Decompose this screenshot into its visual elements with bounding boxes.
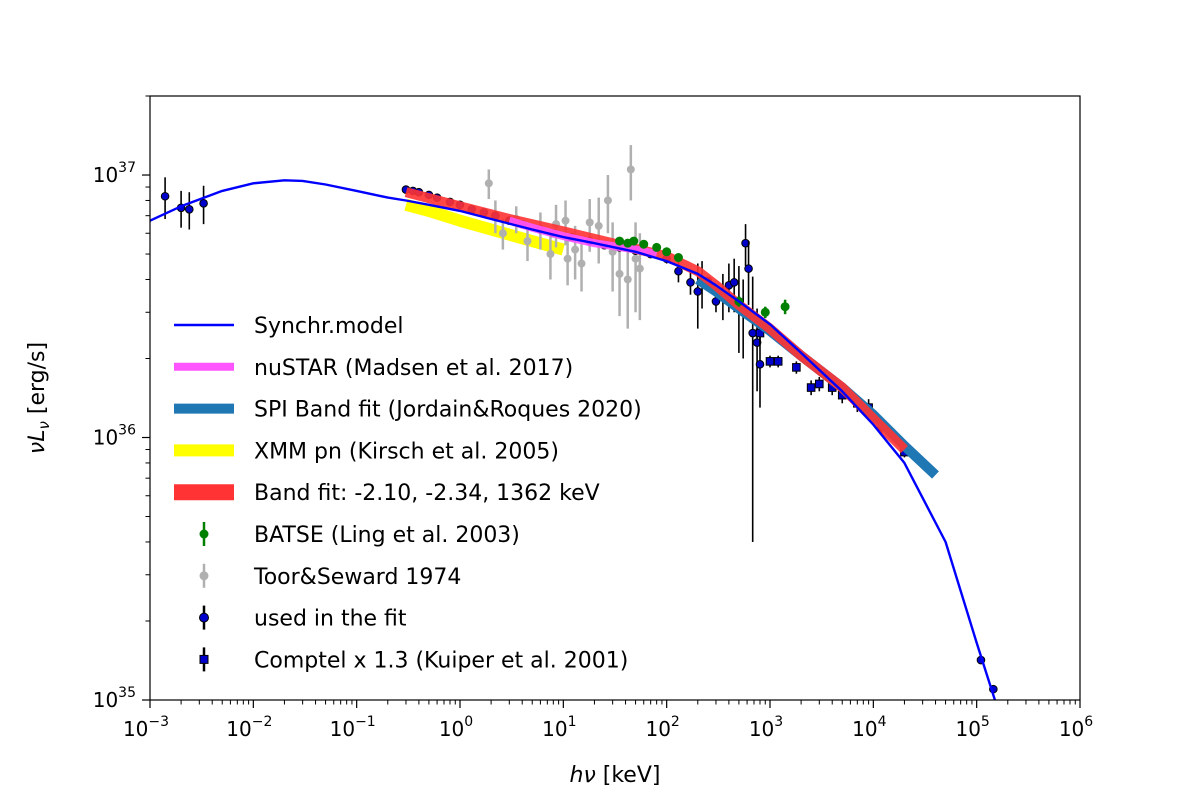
legend-swatch-marker <box>199 654 209 664</box>
fit-data-marker <box>199 199 208 208</box>
legend-swatch-marker <box>199 571 209 581</box>
legend-label: Comptel x 1.3 (Kuiper et al. 2001) <box>254 648 628 673</box>
comptel-marker <box>773 357 783 366</box>
legend-label: BATSE (Ling et al. 2003) <box>254 523 520 548</box>
batse-marker <box>615 236 625 246</box>
legend-swatch-marker <box>199 612 209 623</box>
legend-item: BATSE (Ling et al. 2003) <box>199 522 520 548</box>
y-tick-label: 1037 <box>93 160 136 187</box>
toor-seward-marker <box>484 179 493 188</box>
x-tick-label: 106 <box>1059 714 1093 741</box>
fit-data-marker <box>184 205 194 214</box>
fit-data-marker <box>755 360 765 369</box>
fit-data-marker <box>741 238 750 248</box>
toor-seward-marker <box>615 269 624 278</box>
comptel-marker <box>806 383 816 392</box>
toor-seward-marker <box>585 218 594 227</box>
legend-item: SPI Band fit (Jordain&Roques 2020) <box>174 398 642 423</box>
comptel-marker <box>815 379 824 389</box>
legend-label: Toor&Seward 1974 <box>253 565 461 590</box>
fit-data-marker <box>693 287 703 296</box>
legend-label: XMM pn (Kirsch et al. 2005) <box>254 439 559 464</box>
toor-seward-marker <box>561 216 570 225</box>
axis-layer: 10−3 10−2 10−1 100 101 102 103 104 105 106 1035 103… <box>93 95 1093 741</box>
fit-data-marker <box>744 264 753 273</box>
legend-item: Synchr.model <box>174 314 404 339</box>
x-tick-label: 10−1 <box>330 714 376 741</box>
batse-marker <box>662 247 672 257</box>
legend: Synchr.model nuSTAR (Madsen et al. 2017) S… <box>174 314 642 673</box>
fit-data-marker <box>752 338 762 347</box>
toor-seward-marker <box>594 221 603 230</box>
toor-seward-marker <box>626 165 635 174</box>
x-tick-label: 10−3 <box>123 714 169 741</box>
y-tick-label: 1035 <box>93 685 136 712</box>
legend-item: used in the fit <box>199 605 407 632</box>
batse-marker <box>760 307 770 317</box>
legend-swatch-marker <box>199 529 209 539</box>
toor-seward-marker <box>577 259 586 268</box>
x-tick-label: 104 <box>852 714 886 741</box>
x-tick-label: 105 <box>955 714 989 741</box>
x-axis-label: hν [keV] <box>570 763 661 788</box>
toor-seward-marker <box>546 250 555 259</box>
toor-seward-marker <box>631 254 640 263</box>
toor-seward-marker <box>563 254 572 263</box>
batse-marker <box>629 236 639 246</box>
batse-marker <box>673 253 683 263</box>
y-tick-label: 1036 <box>93 423 136 450</box>
toor-seward-marker <box>635 264 644 273</box>
plot-area <box>150 96 1080 700</box>
legend-item: Toor&Seward 1974 <box>199 563 461 590</box>
fit-data-marker <box>160 191 170 201</box>
batse-marker <box>639 239 649 249</box>
legend-label: Synchr.model <box>254 314 404 339</box>
legend-label: nuSTAR (Madsen et al. 2017) <box>254 356 573 381</box>
comptel-marker <box>792 363 801 372</box>
comptel-marker <box>765 357 775 366</box>
plot-frame <box>149 95 1081 701</box>
xmm-band <box>404 199 565 256</box>
legend-item: nuSTAR (Madsen et al. 2017) <box>174 356 573 381</box>
toor-seward-marker <box>623 275 632 284</box>
x-tick-label: 100 <box>439 714 473 741</box>
legend-label: SPI Band fit (Jordain&Roques 2020) <box>254 398 642 423</box>
fit-data-marker <box>748 328 757 338</box>
toor-seward-marker <box>523 237 532 246</box>
legend-item: Band fit: -2.10, -2.34, 1362 keV <box>174 481 600 506</box>
toor-seward-marker <box>498 229 507 238</box>
legend-item: Comptel x 1.3 (Kuiper et al. 2001) <box>199 647 628 673</box>
x-tick-label: 103 <box>749 714 783 741</box>
x-tick-label: 10−2 <box>226 714 272 741</box>
batse-marker <box>652 242 662 252</box>
fit-data-marker <box>729 278 739 287</box>
legend-item: XMM pn (Kirsch et al. 2005) <box>174 439 559 464</box>
legend-label: Band fit: -2.10, -2.34, 1362 keV <box>254 481 600 506</box>
x-tick-label: 101 <box>542 714 576 741</box>
toor-seward-marker <box>603 196 612 205</box>
y-axis-label: νLν [erg/s] <box>25 342 53 454</box>
toor-seward-marker <box>571 245 580 254</box>
fit-data-marker <box>686 278 695 287</box>
x-tick-label: 102 <box>645 714 679 741</box>
synchr-model-line <box>150 179 997 700</box>
plot-layer <box>150 145 998 700</box>
legend-label: used in the fit <box>254 607 407 632</box>
batse-marker <box>780 302 790 312</box>
